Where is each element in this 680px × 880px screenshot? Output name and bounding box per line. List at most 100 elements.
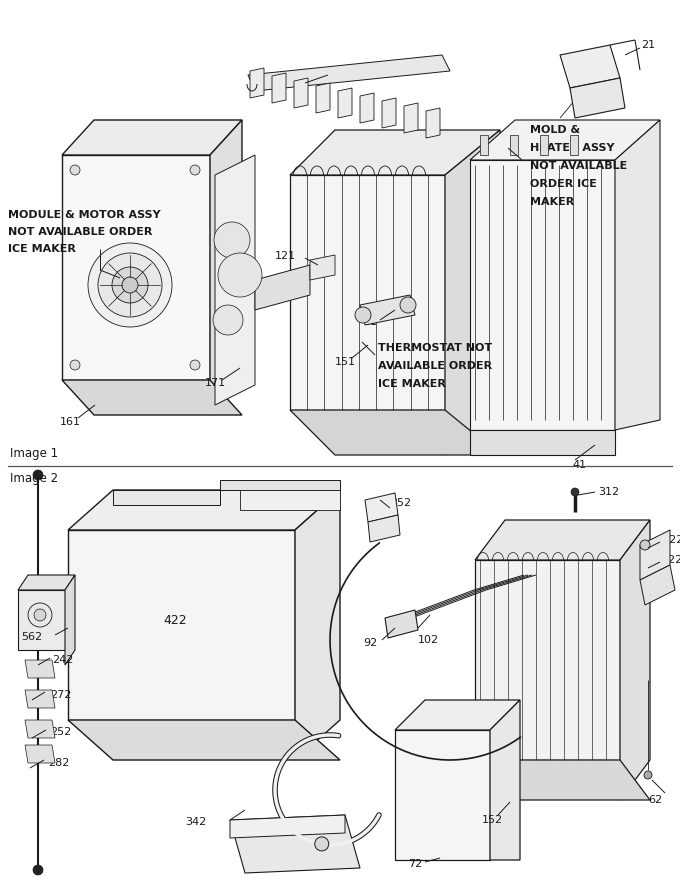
Polygon shape (470, 160, 615, 430)
Text: 21: 21 (641, 40, 655, 50)
Circle shape (28, 603, 52, 627)
Text: 352: 352 (390, 498, 411, 508)
Text: 72: 72 (408, 859, 422, 869)
Text: NOT AVAILABLE: NOT AVAILABLE (530, 161, 627, 171)
Polygon shape (490, 700, 520, 860)
Polygon shape (68, 490, 340, 530)
Text: 151: 151 (335, 357, 356, 367)
Circle shape (190, 165, 200, 175)
Circle shape (88, 243, 172, 327)
Text: 342: 342 (185, 817, 206, 827)
Text: 11: 11 (310, 75, 324, 85)
Text: Image 1: Image 1 (10, 447, 58, 460)
Text: 171: 171 (205, 378, 226, 388)
Text: MODULE & MOTOR ASSY: MODULE & MOTOR ASSY (8, 210, 160, 220)
Text: ICE MAKER: ICE MAKER (8, 244, 76, 254)
Polygon shape (640, 565, 675, 605)
Polygon shape (272, 73, 286, 103)
Polygon shape (615, 120, 660, 430)
Polygon shape (385, 610, 418, 638)
Polygon shape (230, 815, 345, 838)
Text: Image 2: Image 2 (10, 472, 58, 485)
Circle shape (315, 837, 328, 851)
Polygon shape (290, 175, 445, 410)
Circle shape (112, 267, 148, 303)
Text: 272: 272 (50, 690, 71, 700)
Text: 161: 161 (60, 417, 81, 427)
Polygon shape (18, 575, 75, 590)
Polygon shape (426, 108, 440, 138)
Polygon shape (360, 93, 374, 123)
Circle shape (640, 540, 650, 550)
Polygon shape (310, 255, 335, 280)
Text: NOT AVAILABLE ORDER: NOT AVAILABLE ORDER (8, 227, 152, 237)
Polygon shape (620, 520, 650, 800)
Text: ORDER ICE: ORDER ICE (530, 179, 597, 189)
Text: 92: 92 (363, 638, 377, 648)
Circle shape (400, 297, 416, 313)
Polygon shape (365, 493, 398, 522)
Polygon shape (65, 575, 75, 665)
Polygon shape (382, 98, 396, 128)
Text: 282: 282 (48, 758, 69, 768)
Polygon shape (240, 490, 340, 510)
Polygon shape (113, 490, 220, 505)
Circle shape (190, 360, 200, 370)
Circle shape (70, 360, 80, 370)
Polygon shape (250, 68, 264, 98)
Polygon shape (560, 45, 620, 88)
Text: 312: 312 (598, 487, 619, 497)
Text: 252: 252 (50, 727, 71, 737)
Polygon shape (255, 265, 310, 310)
Polygon shape (210, 120, 242, 415)
Polygon shape (295, 490, 340, 760)
Polygon shape (68, 530, 295, 720)
Polygon shape (570, 135, 578, 155)
Text: 422: 422 (163, 613, 187, 627)
Polygon shape (395, 730, 490, 860)
Text: HEATER ASSY: HEATER ASSY (530, 143, 615, 153)
Text: AVAILABLE ORDER: AVAILABLE ORDER (378, 361, 492, 371)
Polygon shape (18, 590, 65, 650)
Text: 152: 152 (482, 815, 503, 825)
Polygon shape (215, 155, 255, 405)
Polygon shape (248, 55, 450, 91)
Polygon shape (368, 515, 400, 542)
Text: 562: 562 (21, 632, 42, 642)
Polygon shape (470, 430, 615, 455)
Polygon shape (404, 103, 418, 133)
Text: 122: 122 (662, 555, 680, 565)
Polygon shape (25, 745, 55, 763)
Polygon shape (475, 560, 620, 760)
Polygon shape (510, 135, 518, 155)
Circle shape (213, 305, 243, 335)
Polygon shape (445, 130, 500, 455)
Polygon shape (25, 690, 55, 708)
Circle shape (33, 865, 43, 875)
Text: 222: 222 (662, 535, 680, 545)
Text: 41: 41 (572, 460, 586, 470)
Polygon shape (290, 130, 500, 175)
Circle shape (122, 277, 138, 293)
Text: 121: 121 (275, 251, 296, 261)
Text: MOLD &: MOLD & (530, 125, 580, 135)
Text: 102: 102 (418, 635, 439, 645)
Polygon shape (540, 135, 548, 155)
Circle shape (644, 771, 652, 779)
Polygon shape (62, 380, 242, 415)
Text: THERMOSTAT NOT: THERMOSTAT NOT (378, 343, 492, 353)
Polygon shape (294, 78, 308, 108)
Polygon shape (470, 120, 660, 160)
Polygon shape (25, 720, 55, 738)
Circle shape (70, 165, 80, 175)
Polygon shape (395, 700, 520, 730)
Polygon shape (290, 410, 500, 455)
Polygon shape (480, 135, 488, 155)
Circle shape (355, 307, 371, 323)
Polygon shape (640, 530, 670, 580)
Polygon shape (68, 720, 340, 760)
Circle shape (571, 488, 579, 496)
Text: MAKER: MAKER (530, 197, 574, 207)
Circle shape (33, 470, 43, 480)
Polygon shape (220, 480, 340, 490)
